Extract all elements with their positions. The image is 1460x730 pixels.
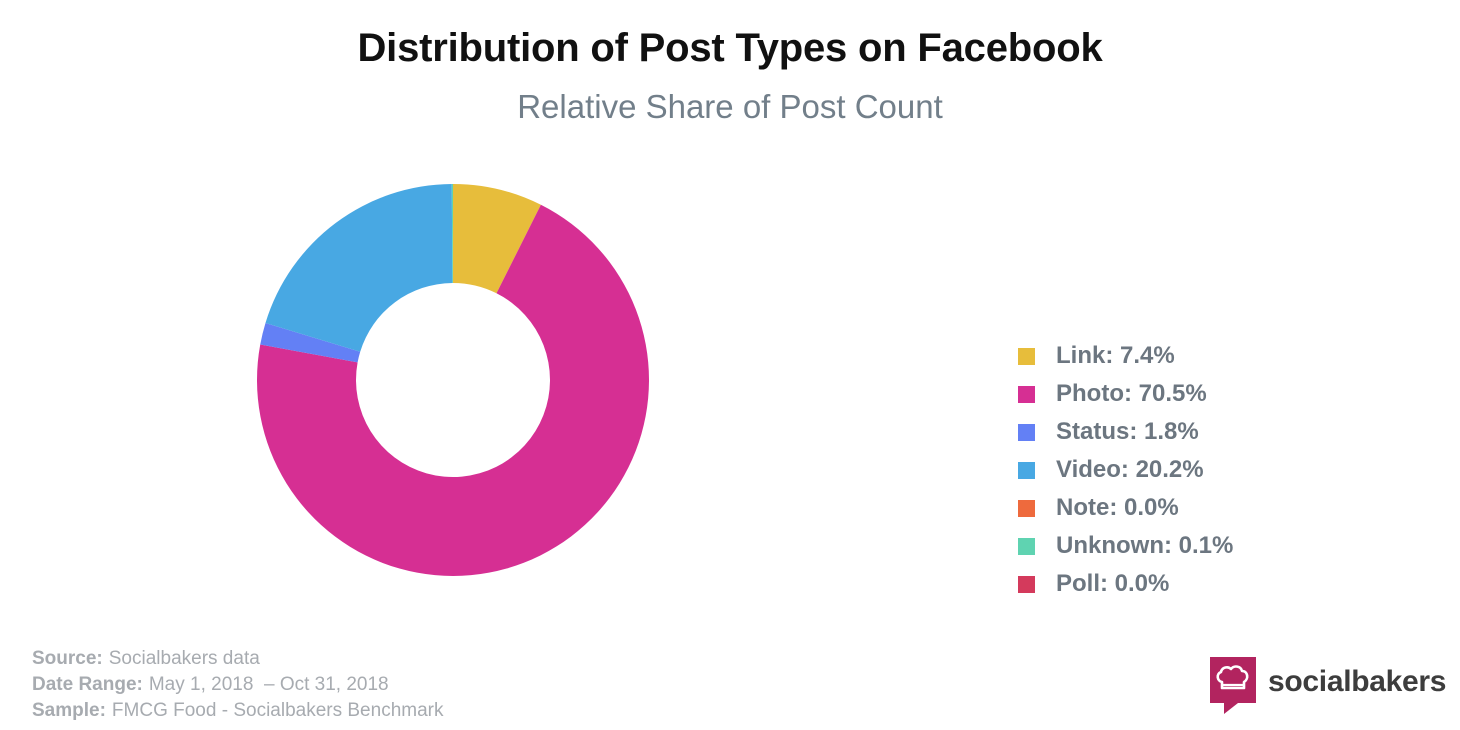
legend-swatch (1018, 423, 1035, 441)
legend-label: Note: 0.0% (1056, 494, 1179, 521)
legend-item-photo: Photo: 70.5% (1018, 375, 1233, 413)
legend-swatch (1018, 461, 1035, 479)
chart-legend: Link: 7.4% Photo: 70.5% Status: 1.8% Video:… (1018, 337, 1233, 603)
legend-item-video: Video: 20.2% (1018, 451, 1233, 489)
chart-subtitle: Relative Share of Post Count (517, 88, 943, 125)
legend-item-unknown: Unknown: 0.1% (1018, 527, 1233, 565)
legend-label: Status: 1.8% (1056, 418, 1199, 445)
donut-slice-link (453, 184, 541, 294)
legend-swatch (1018, 499, 1035, 517)
footer-sample-value: FMCG Food - Socialbakers Benchmark (111, 700, 444, 721)
footer-sample: Sample: FMCG Food - Socialbakers Benchmar… (32, 698, 443, 724)
legend-label: Link: 7.4% (1056, 342, 1175, 369)
legend-swatch (1018, 575, 1035, 593)
legend-label: Unknown: 0.1% (1056, 532, 1234, 559)
footer-source: Source: Socialbakers data (32, 646, 443, 672)
legend-label: Poll: 0.0% (1056, 570, 1170, 597)
legend-item-link: Link: 7.4% (1018, 337, 1233, 375)
footer-date-key: Date Range: (32, 674, 143, 695)
legend-item-poll: Poll: 0.0% (1018, 565, 1233, 603)
legend-swatch (1018, 385, 1035, 403)
brand-name: socialbakers (1268, 665, 1447, 698)
footer-date-range: Date Range: May 1, 2018 – Oct 31, 2018 (32, 672, 443, 698)
legend-item-note: Note: 0.0% (1018, 489, 1233, 527)
footer-source-value: Socialbakers data (108, 648, 260, 669)
donut-slice-video (265, 184, 453, 352)
legend-swatch (1018, 347, 1035, 365)
donut-slice-status (260, 322, 361, 363)
brand-logo: socialbakers (1210, 657, 1446, 715)
legend-item-status: Status: 1.8% (1018, 413, 1233, 451)
footer-notes: Source: Socialbakers data Date Range: May … (32, 646, 443, 724)
donut-slice-photo (257, 204, 649, 576)
footer-sample-key: Sample: (32, 700, 106, 721)
donut-slice-unknown (451, 184, 453, 284)
footer-date-value: May 1, 2018 – Oct 31, 2018 (148, 674, 389, 695)
legend-label: Photo: 70.5% (1056, 380, 1207, 407)
legend-swatch (1018, 537, 1035, 555)
footer-source-key: Source: (32, 648, 103, 669)
legend-label: Video: 20.2% (1056, 456, 1204, 483)
chart-title: Distribution of Post Types on Facebook (357, 26, 1103, 70)
chef-hat-speech-bubble-icon (1210, 657, 1256, 714)
